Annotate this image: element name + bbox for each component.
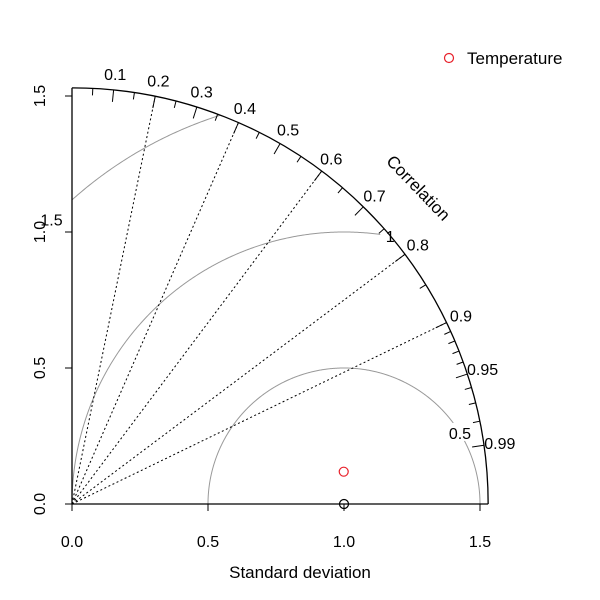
- correlation-tick: [455, 373, 468, 379]
- correlation-label: 0.7: [363, 188, 385, 205]
- rms-label-bg: [449, 422, 472, 441]
- correlation-tick: [192, 106, 198, 119]
- correlation-tick: [452, 350, 460, 355]
- outer-arc: [71, 87, 489, 505]
- correlation-label: 0.9: [450, 309, 472, 326]
- correlation-label: 0.2: [147, 74, 169, 91]
- correlation-line: [71, 96, 156, 505]
- correlation-tick: [111, 89, 115, 102]
- correlation-tick: [472, 420, 480, 424]
- correlation-label: 0.95: [467, 362, 498, 379]
- rms-contour-label: 1.5: [40, 213, 62, 230]
- correlation-tick: [419, 284, 426, 289]
- correlation-tick: [173, 100, 177, 108]
- y-tick-label: 0.5: [32, 357, 49, 379]
- correlation-line: [71, 122, 239, 505]
- correlation-tick: [296, 156, 302, 163]
- correlation-tick: [337, 187, 343, 194]
- correlation-tick: [255, 132, 260, 139]
- correlation-line: [71, 170, 323, 505]
- reference-point: [338, 498, 350, 510]
- correlation-label: 0.99: [484, 436, 515, 453]
- correlation-tick: [448, 340, 456, 345]
- correlation-tick: [456, 361, 464, 365]
- correlation-label: 0.6: [320, 151, 342, 168]
- data-point-temperature: [338, 466, 349, 477]
- y-tick-label: 0.0: [32, 493, 49, 515]
- legend-marker-temperature: [443, 52, 455, 64]
- y-tick-label: 1.5: [32, 85, 49, 107]
- correlation-label: 0.1: [104, 67, 126, 84]
- correlation-tick: [132, 92, 135, 100]
- correlation-tick: [152, 96, 156, 109]
- correlation-arc: 0.1 0.2 0.3 0.4 0.5 0.6 0.7 0.8 0.9 0.95 0.99: [71, 67, 516, 505]
- correlation-label: 0.3: [191, 85, 213, 102]
- legend-label-temperature: Temperature: [467, 49, 562, 68]
- correlation-tick: [472, 444, 485, 448]
- x-axis-title: Standard deviation: [229, 563, 371, 582]
- correlation-tick: [468, 402, 476, 406]
- rms-contours: 0.5 1 1.5: [40, 114, 481, 504]
- correlation-tick: [435, 322, 447, 329]
- rms-contour: [71, 114, 220, 200]
- correlation-label: 0.4: [234, 101, 256, 118]
- correlation-label: 0.8: [407, 238, 429, 255]
- axes: 0.0 0.5 1.0 1.50.00.51.01.5: [32, 85, 491, 551]
- correlation-title: Correlation: [382, 152, 453, 225]
- correlation-tick: [444, 331, 451, 335]
- correlation-tick: [233, 122, 239, 134]
- correlation-line: [71, 253, 406, 505]
- correlation-tick: [464, 386, 472, 390]
- rms-contour-label: 0.5: [449, 426, 471, 443]
- data-points: [338, 466, 350, 510]
- correlation-tick: [273, 143, 281, 155]
- rms-contour: [71, 231, 391, 504]
- legend: Temperature: [443, 49, 562, 68]
- correlation-tick: [378, 228, 385, 234]
- y-tick-label: 1.0: [32, 221, 49, 243]
- rms-contour-label: 1: [386, 229, 395, 246]
- correlation-line: [71, 322, 447, 505]
- correlation-tick: [354, 206, 364, 216]
- correlation-tick: [214, 113, 219, 121]
- correlation-lines: [71, 96, 447, 505]
- x-tick-label: 0.5: [197, 534, 219, 551]
- rms-contour: [207, 367, 481, 504]
- rms-label-bg: [41, 209, 64, 228]
- correlation-tick: [314, 170, 323, 181]
- x-tick-label: 0.0: [61, 534, 83, 551]
- x-tick-label: 1.0: [333, 534, 355, 551]
- x-tick-label: 1.5: [469, 534, 491, 551]
- correlation-tick: [395, 253, 406, 262]
- correlation-label: 0.5: [277, 123, 299, 140]
